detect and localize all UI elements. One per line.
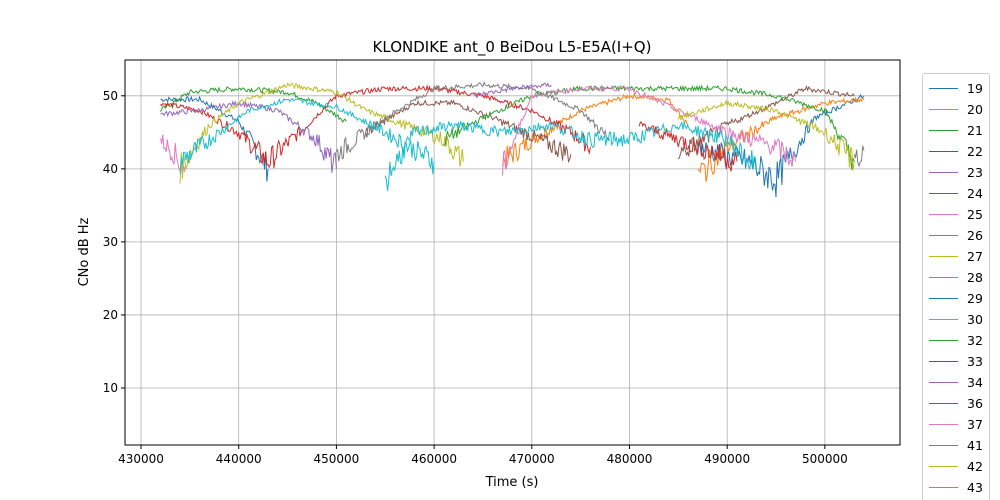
- legend-swatch: [929, 130, 958, 131]
- legend-label: 24: [967, 186, 983, 201]
- legend-swatch: [929, 151, 958, 152]
- legend-label: 30: [967, 312, 983, 327]
- legend-item-24: 24: [923, 183, 989, 204]
- y-tick-label: 50: [103, 89, 118, 103]
- legend-swatch: [929, 319, 958, 320]
- legend-item-30: 30: [923, 309, 989, 330]
- legend-swatch: [929, 235, 958, 236]
- x-tick-label: 430000: [118, 452, 164, 466]
- legend-swatch: [929, 361, 958, 362]
- y-axis-label: CNo dB Hz: [77, 217, 92, 286]
- series-line-37: [502, 84, 797, 176]
- series-line-42: [677, 99, 855, 171]
- legend-item-34: 34: [923, 372, 989, 393]
- legend-item-21: 21: [923, 120, 989, 141]
- series-line-28: [179, 97, 435, 175]
- legend-item-43: 43: [923, 477, 989, 498]
- legend-swatch: [929, 298, 958, 299]
- legend-item-36: 36: [923, 393, 989, 414]
- legend-item-42: 42: [923, 456, 989, 477]
- series-line-22: [160, 84, 591, 169]
- legend-swatch: [929, 403, 958, 404]
- legend-swatch: [929, 487, 958, 488]
- legend-label: 41: [967, 438, 983, 453]
- legend-swatch: [929, 172, 958, 173]
- series-line-43: [384, 120, 757, 191]
- series-line-24: [365, 99, 572, 164]
- legend-swatch: [929, 424, 958, 425]
- legend-item-41: 41: [923, 435, 989, 456]
- legend-label: 28: [967, 270, 983, 285]
- legend-label: 32: [967, 333, 983, 348]
- legend-label: 36: [967, 396, 983, 411]
- plot-frame: [124, 59, 901, 446]
- y-tick-label: 20: [103, 308, 118, 322]
- legend-label: 22: [967, 144, 983, 159]
- chart-title: KLONDIKE ant_0 BeiDou L5-E5A(I+Q): [373, 38, 652, 57]
- series-line-33: [638, 121, 738, 172]
- legend-item-20: 20: [923, 99, 989, 120]
- y-tick-label: 10: [103, 381, 118, 395]
- legend-swatch: [929, 214, 958, 215]
- series-line-29: [697, 93, 865, 198]
- legend-label: 21: [967, 123, 983, 138]
- legend-swatch: [929, 256, 958, 257]
- legend-label: 27: [967, 249, 983, 264]
- series-line-26: [335, 80, 611, 162]
- legend-item-28: 28: [923, 267, 989, 288]
- legend-label: 20: [967, 102, 983, 117]
- legend-item-32: 32: [923, 330, 989, 351]
- legend-item-19: 19: [923, 78, 989, 99]
- legend-swatch: [929, 466, 958, 467]
- x-tick-label: 450000: [314, 452, 360, 466]
- legend-swatch: [929, 109, 958, 110]
- legend-item-25: 25: [923, 204, 989, 225]
- legend-item-27: 27: [923, 246, 989, 267]
- legend-swatch: [929, 277, 958, 278]
- y-tick-label: 30: [103, 235, 118, 249]
- series-line-27: [179, 82, 464, 184]
- series-line-23: [160, 99, 337, 173]
- legend-label: 42: [967, 459, 983, 474]
- legend-label: 34: [967, 375, 983, 390]
- x-tick-label: 490000: [704, 452, 750, 466]
- legend-label: 25: [967, 207, 983, 222]
- x-axis-label: Time (s): [485, 475, 539, 490]
- legend-item-26: 26: [923, 225, 989, 246]
- legend-label: 19: [967, 81, 983, 96]
- legend-swatch: [929, 445, 958, 446]
- legend-label: 23: [967, 165, 983, 180]
- x-tick-label: 460000: [411, 452, 457, 466]
- legend-swatch: [929, 193, 958, 194]
- x-tick-label: 440000: [216, 452, 262, 466]
- x-tick-label: 470000: [509, 452, 555, 466]
- legend-label: 26: [967, 228, 983, 243]
- legend-item-22: 22: [923, 141, 989, 162]
- x-tick-label: 500000: [802, 452, 848, 466]
- legend-item-23: 23: [923, 162, 989, 183]
- legend-swatch: [929, 88, 958, 89]
- legend-label: 37: [967, 417, 983, 432]
- series-line-34: [473, 82, 552, 98]
- legend-item-33: 33: [923, 351, 989, 372]
- series-line-20: [502, 92, 689, 170]
- legend-item-37: 37: [923, 414, 989, 435]
- legend-item-29: 29: [923, 288, 989, 309]
- series-line-41: [853, 145, 865, 168]
- legend-swatch: [929, 340, 958, 341]
- legend-label: 43: [967, 480, 983, 495]
- x-tick-label: 480000: [607, 452, 653, 466]
- y-tick-label: 40: [103, 162, 118, 176]
- legend-swatch: [929, 382, 958, 383]
- legend: 19 20 21 22 23 24 25 26 27 28 29 30 32 33 34 36 37 41 42 43…: [922, 73, 990, 500]
- legend-label: 29: [967, 291, 983, 306]
- legend-label: 33: [967, 354, 983, 369]
